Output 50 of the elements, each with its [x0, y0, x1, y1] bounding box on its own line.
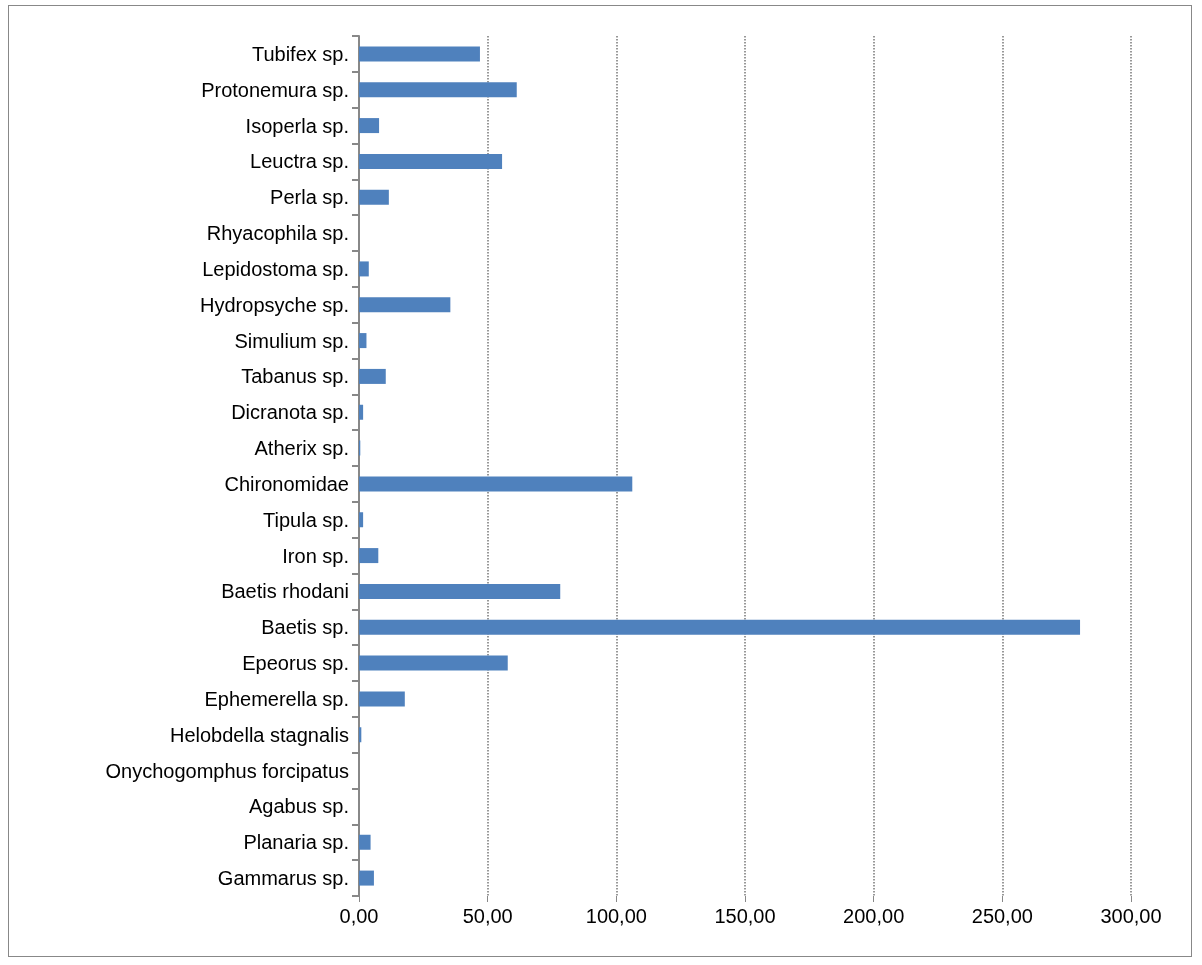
bar [359, 82, 517, 98]
x-tick-label: 50,00 [462, 905, 513, 927]
bar [359, 691, 405, 707]
y-tick-label: Hydropsyche sp. [200, 293, 349, 316]
y-tick-label: Atherix sp. [254, 437, 349, 460]
bar [359, 655, 508, 671]
bar [359, 153, 503, 169]
x-tick-label: 250,00 [971, 905, 1033, 927]
x-tick-label: 0,00 [339, 905, 379, 927]
y-tick-label: Protonemura sp. [201, 78, 349, 101]
bar [359, 333, 367, 349]
bar [359, 368, 386, 384]
y-tick-label: Gammarus sp. [217, 867, 349, 890]
bar [359, 46, 480, 62]
y-tick-label: Perla sp. [270, 186, 349, 209]
y-tick-label: Epeorus sp. [242, 652, 349, 675]
y-tick-label: Tipula sp. [263, 508, 349, 531]
bar [359, 476, 633, 492]
bar [359, 297, 451, 313]
x-tick-label: 300,00 [1100, 905, 1162, 927]
y-tick-label: Chironomidae [224, 472, 349, 495]
bar [359, 512, 364, 528]
bar [359, 261, 369, 277]
y-tick-label: Rhyacophila sp. [206, 222, 349, 245]
bar [359, 870, 374, 886]
y-tick-label: Simulium sp. [234, 329, 349, 352]
y-tick-label: Isoperla sp. [245, 114, 349, 137]
y-tick-label: Ephemerella sp. [204, 687, 349, 710]
y-tick-label: Iron sp. [282, 544, 349, 567]
y-tick-label: Dicranota sp. [231, 401, 349, 424]
y-tick-label: Baetis rhodani [221, 580, 349, 603]
y-tick-label: Tubifex sp. [251, 42, 349, 65]
y-tick-label: Helobdella stagnalis [169, 723, 349, 746]
y-tick-label: Onychogomphus forcipatus [105, 759, 349, 782]
x-tick-label: 200,00 [843, 905, 905, 927]
x-tick-label: 100,00 [585, 905, 647, 927]
bar [359, 548, 379, 564]
bar [359, 619, 1081, 635]
bar [359, 118, 380, 134]
y-tick-label: Planaria sp. [243, 831, 349, 854]
bar [359, 583, 561, 599]
x-tick-label: 150,00 [714, 905, 776, 927]
y-tick-label: Tabanus sp. [241, 365, 349, 388]
y-tick-label: Agabus sp. [248, 795, 349, 818]
bar [359, 834, 371, 850]
y-tick-label: Baetis sp. [261, 616, 349, 639]
bar [359, 404, 364, 420]
y-tick-label: Lepidostoma sp. [202, 257, 349, 280]
y-tick-label: Leuctra sp. [250, 150, 349, 173]
bar [359, 189, 389, 205]
